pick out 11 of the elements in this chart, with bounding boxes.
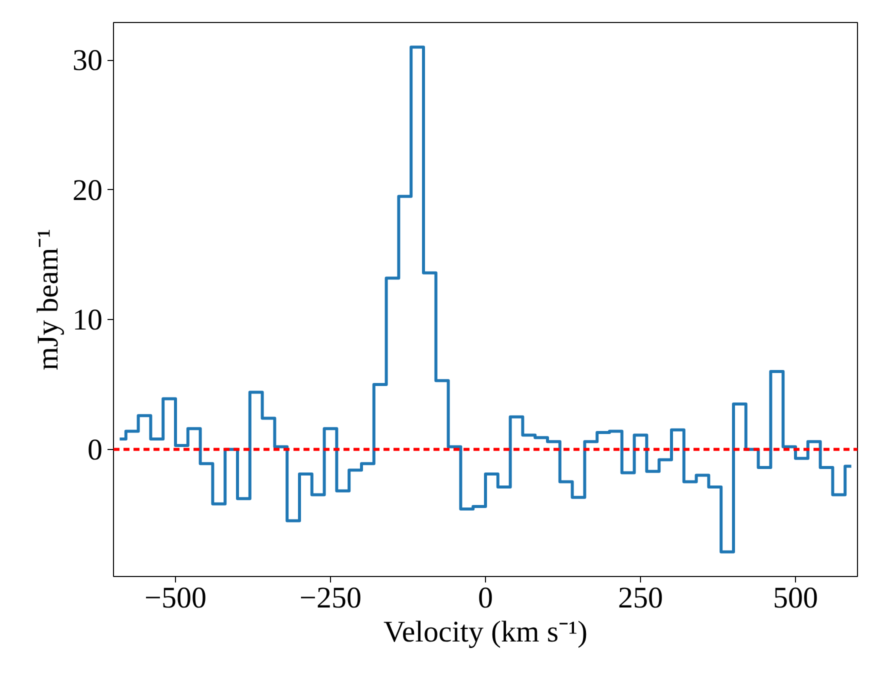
x-axis-title: Velocity (km s⁻¹) [384,616,588,648]
y-axis-title: mJy beam⁻¹ [32,228,64,370]
x-tick-label: 0 [478,582,493,614]
y-tick-label: 0 [88,433,102,466]
y-tick-label: 10 [72,304,102,337]
y-tick-label: 30 [72,44,102,78]
x-tick-label: −500 [144,582,206,614]
x-tick-label: 250 [618,582,663,614]
y-tick-label: 20 [72,174,102,207]
x-tick-label: −250 [300,582,362,614]
x-tick-label: 500 [773,582,818,614]
